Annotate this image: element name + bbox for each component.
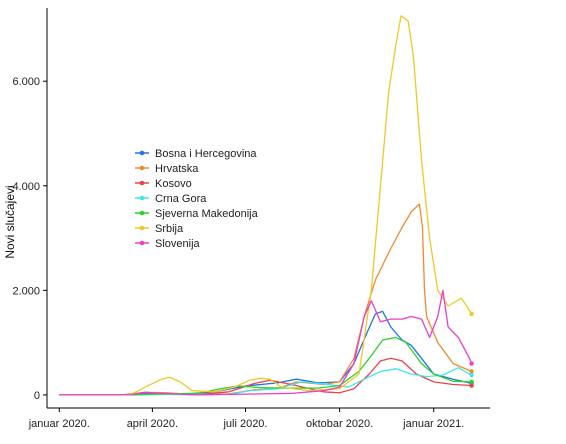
legend-item: Kosovo <box>135 178 192 190</box>
legend-item: Srbija <box>135 223 184 235</box>
x-axis-ticks: januar 2020. april 2020. juli 2020. oktobar… <box>28 408 464 430</box>
legend: Bosna i Hercegovina Hrvatska Kosovo Crna Go… <box>135 148 259 250</box>
legend-swatch-dot <box>139 225 145 231</box>
legend-swatch-dot <box>139 240 145 246</box>
series-line-srbija <box>59 15 473 396</box>
legend-label: Hrvatska <box>155 163 199 175</box>
x-tick-label: april 2020. <box>127 418 178 430</box>
series-end-point-sjeverna-makedonija <box>469 379 474 385</box>
legend-label: Sjeverna Makedonija <box>155 208 259 220</box>
series-line-hrvatska <box>59 203 472 396</box>
y-tick-label: 6.000 <box>12 76 40 88</box>
y-axis-title: Novi slučajevi <box>3 185 17 258</box>
legend-label: Bosna i Hercegovina <box>155 148 257 160</box>
legend-swatch-dot <box>139 150 145 156</box>
legend-swatch-dot <box>139 210 145 216</box>
series-line-sjeverna-makedonija <box>59 336 472 396</box>
legend-item: Bosna i Hercegovina <box>135 148 257 160</box>
series-end-point-crna-gora <box>469 372 474 378</box>
y-axis-ticks: 0 2.000 4.000 6.000 <box>12 76 47 402</box>
legend-label: Srbija <box>155 223 184 235</box>
y-tick-label: 2.000 <box>12 285 40 297</box>
series-end-point-slovenija <box>469 361 474 366</box>
x-tick-label: oktobar 2020. <box>306 418 373 430</box>
legend-label: Crna Gora <box>155 193 207 205</box>
series-lines <box>59 15 473 396</box>
series-end-point-srbija <box>469 311 474 317</box>
plot-area: 0 2.000 4.000 6.000 januar 2020. april 2020.… <box>12 8 490 430</box>
legend-swatch-dot <box>139 195 145 201</box>
legend-label: Kosovo <box>155 178 192 190</box>
legend-swatch-dot <box>139 180 145 186</box>
legend-item: Sjeverna Makedonija <box>135 208 259 220</box>
series-line-slovenija <box>59 289 473 396</box>
legend-item: Hrvatska <box>135 163 199 175</box>
x-tick-label: januar 2021. <box>402 418 464 430</box>
y-tick-label: 4.000 <box>12 181 40 193</box>
y-tick-label: 0 <box>34 390 40 402</box>
series-end-point-hrvatska <box>469 369 474 374</box>
series-end-markers <box>469 311 474 388</box>
legend-item: Crna Gora <box>135 193 207 205</box>
legend-item: Slovenija <box>135 238 201 250</box>
series-end-point-kosovo <box>469 383 474 388</box>
legend-swatch-dot <box>139 165 145 171</box>
legend-label: Slovenija <box>155 238 201 250</box>
x-tick-label: januar 2020. <box>28 418 90 430</box>
x-tick-label: juli 2020. <box>222 418 267 430</box>
series-line-bosna-i-hercegovina <box>59 310 472 396</box>
